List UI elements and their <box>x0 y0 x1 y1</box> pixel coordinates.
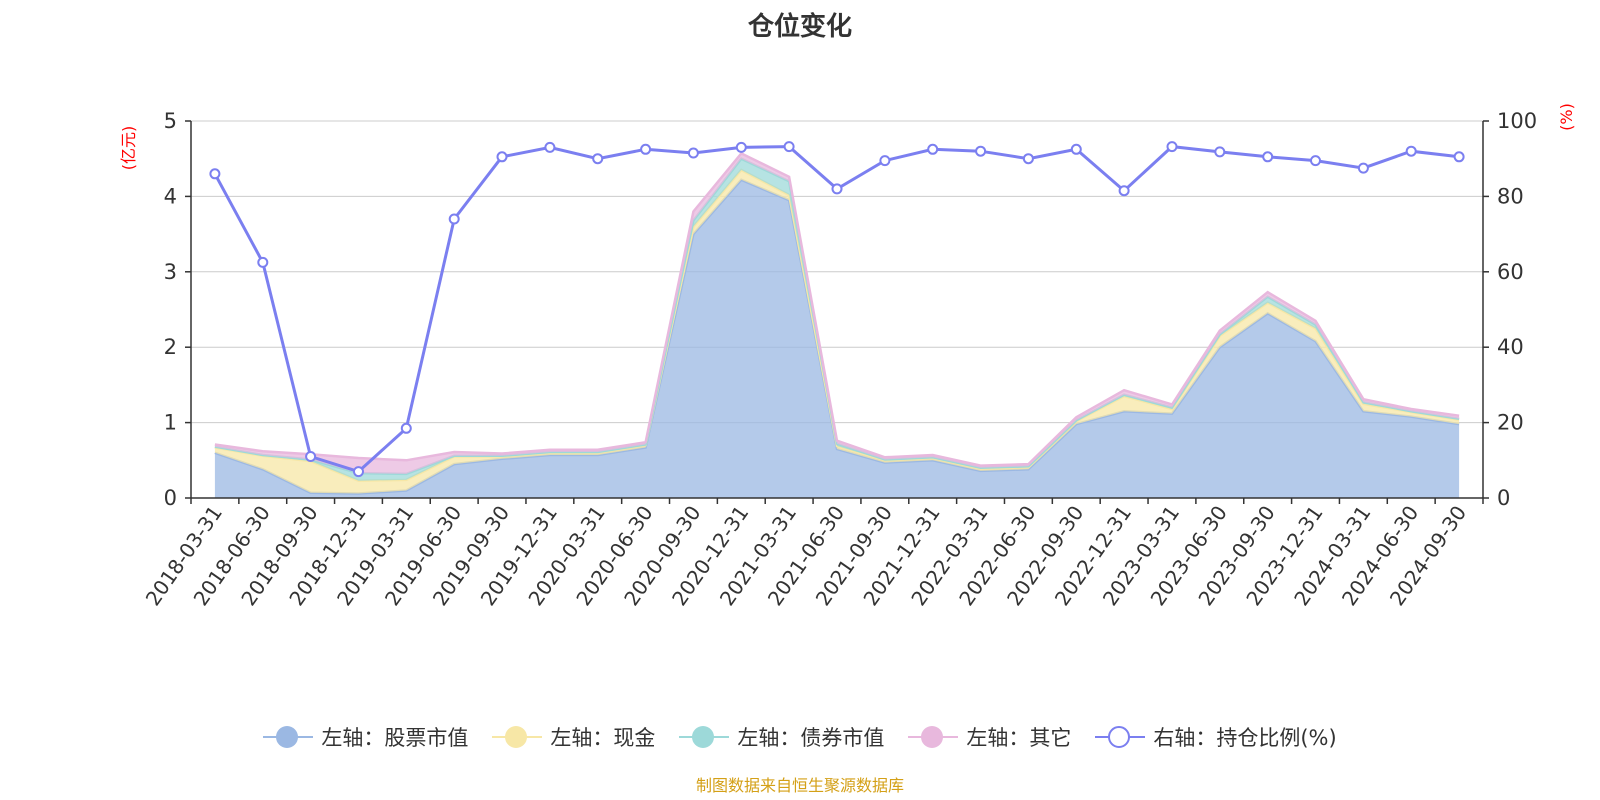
left-axis-tick-label: 3 <box>164 260 177 284</box>
legend-label: 左轴：其它 <box>966 726 1072 750</box>
ratio-point <box>1022 153 1034 165</box>
area-edge-左轴：其它 <box>214 151 1460 467</box>
ratio-point <box>1070 143 1082 155</box>
ratio-point <box>448 213 460 225</box>
area-左轴：股票市值 <box>214 179 1460 499</box>
legend-item[interactable]: 左轴：现金 <box>492 722 655 752</box>
legend-marker-icon <box>492 725 543 749</box>
ratio-point <box>257 256 269 268</box>
ratio-point <box>1166 141 1178 153</box>
left-axis-tick-label: 2 <box>164 335 177 359</box>
right-axis-tick-label: 80 <box>1497 184 1524 208</box>
ratio-point <box>496 151 508 163</box>
ratio-point <box>209 168 221 180</box>
right-axis-tick-label: 60 <box>1497 260 1524 284</box>
left-axis-tick-label: 5 <box>164 109 177 133</box>
ratio-point <box>305 451 317 462</box>
left-axis-tick-label: 4 <box>164 184 177 208</box>
ratio-point <box>975 145 987 157</box>
ratio-line-series <box>209 141 1465 478</box>
legend-label: 右轴：持仓比例(%) <box>1153 726 1337 750</box>
left-axis-tick-label: 0 <box>164 486 177 510</box>
ratio-point <box>353 466 364 478</box>
legend: 左轴：股票市值 左轴：现金 左轴：债券市值 左轴：其它 右轴：持仓比例(%) <box>0 722 1600 752</box>
legend-item[interactable]: 左轴：其它 <box>908 722 1071 752</box>
ratio-point <box>1214 146 1226 158</box>
data-source-footer: 制图数据来自恒生聚源数据库 <box>695 776 904 795</box>
ratio-point <box>927 143 939 155</box>
legend-label: 左轴：股票市值 <box>321 726 469 750</box>
ratio-point <box>640 143 652 155</box>
ratio-point <box>879 155 891 167</box>
legend-item[interactable]: 左轴：债券市值 <box>679 722 884 752</box>
chart-title: 仓位变化 <box>747 12 852 42</box>
position-change-chart: 0123450204060801002018-03-312018-06-3020… <box>119 103 1576 610</box>
right-axis-tick-label: 0 <box>1497 486 1510 510</box>
ratio-point <box>1118 185 1130 197</box>
legend-label: 左轴：债券市值 <box>737 726 885 750</box>
ratio-point <box>592 153 604 165</box>
ratio-point <box>1357 162 1369 174</box>
right-axis-tick-label: 40 <box>1497 335 1524 359</box>
right-axis-tick-label: 100 <box>1497 109 1537 133</box>
legend-marker-icon <box>1095 725 1146 749</box>
right-axis-tick-label: 20 <box>1497 411 1524 435</box>
ratio-point <box>735 141 747 153</box>
legend-marker-icon <box>263 725 314 749</box>
right-axis-unit: (%) <box>1557 103 1576 131</box>
legend-item[interactable]: 左轴：股票市值 <box>263 722 468 752</box>
left-axis-tick-label: 1 <box>164 411 177 435</box>
ratio-point <box>783 141 795 153</box>
ratio-point <box>400 422 412 434</box>
ratio-point <box>1405 145 1417 157</box>
legend-item[interactable]: 右轴：持仓比例(%) <box>1095 722 1337 752</box>
stacked-areas <box>214 151 1460 499</box>
legend-label: 左轴：现金 <box>550 726 656 750</box>
ratio-point <box>687 147 699 159</box>
ratio-point <box>1310 155 1321 167</box>
ratio-point <box>831 183 843 195</box>
legend-marker-icon <box>908 725 959 749</box>
left-axis-unit: (亿元) <box>119 126 138 171</box>
ratio-point <box>1262 151 1274 163</box>
ratio-point <box>544 141 556 153</box>
ratio-point <box>1453 151 1465 163</box>
legend-marker-icon <box>679 725 730 749</box>
